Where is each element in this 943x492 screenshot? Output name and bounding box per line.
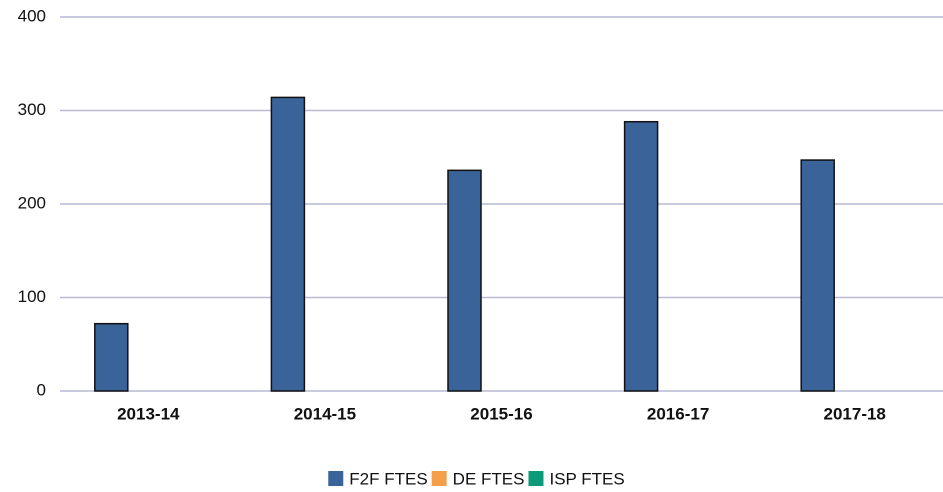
legend-label: F2F FTES [349, 469, 427, 488]
legend-label: ISP FTES [549, 469, 624, 488]
bar [800, 159, 835, 392]
x-tick-label: 2017-18 [824, 404, 886, 423]
x-tick-label: 2016-17 [647, 404, 709, 423]
x-tick-label: 2014-15 [294, 404, 356, 423]
x-tick-label: 2015-16 [470, 404, 532, 423]
legend-label: DE FTES [453, 469, 525, 488]
bar [94, 322, 129, 392]
y-tick-label: 400 [18, 6, 46, 25]
y-tick-label: 200 [18, 193, 46, 212]
legend-swatch [528, 471, 544, 486]
y-tick-label: 300 [18, 100, 46, 119]
y-tick-label: 0 [37, 380, 46, 399]
x-tick-label: 2013-14 [117, 404, 180, 423]
legend-swatch [328, 471, 344, 486]
y-tick-label: 100 [18, 287, 46, 306]
bar [270, 96, 306, 392]
legend-swatch [431, 471, 447, 486]
bar [447, 169, 482, 392]
bar [623, 120, 659, 392]
